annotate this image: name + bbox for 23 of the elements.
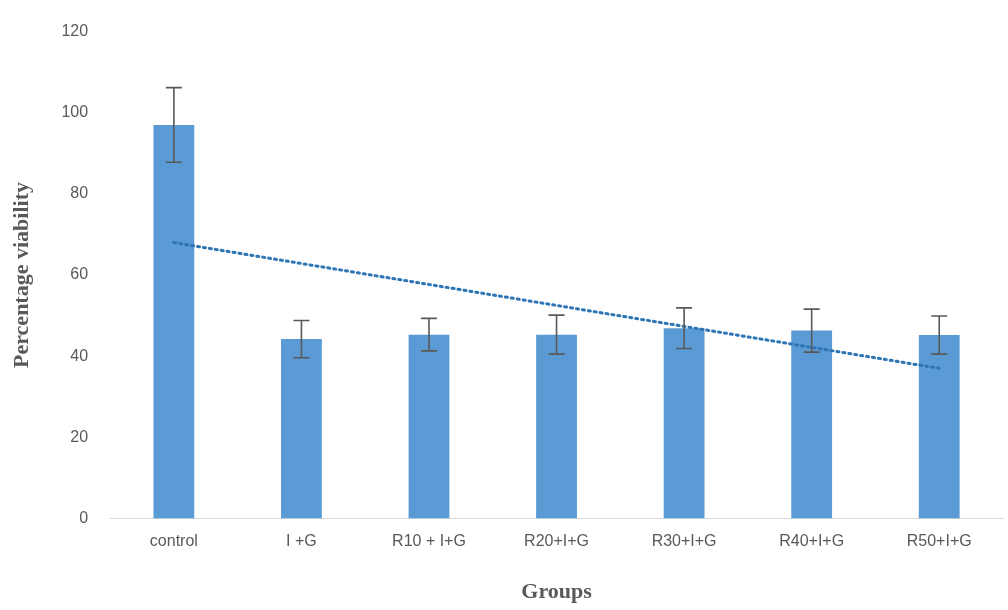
- y-tick-label: 0: [79, 508, 89, 526]
- y-tick-label: 20: [70, 427, 89, 445]
- x-tick-label: R50+I+G: [906, 532, 972, 550]
- bar: [663, 328, 705, 519]
- x-tick-label: R20+I+G: [524, 532, 590, 550]
- y-tick-label: 60: [70, 265, 89, 283]
- x-tick-label: I +G: [286, 532, 317, 550]
- bar: [918, 335, 960, 519]
- y-axis-title: Percentage viability: [7, 182, 33, 368]
- y-tick-label: 80: [70, 184, 89, 202]
- x-tick-label: R40+I+G: [779, 532, 845, 550]
- bar: [791, 330, 833, 519]
- bar: [408, 334, 450, 519]
- x-axis-title: Groups: [521, 578, 593, 604]
- y-tick-label: 120: [61, 22, 89, 40]
- bar: [281, 339, 322, 519]
- bar: [536, 334, 577, 519]
- y-tick-label: 40: [70, 346, 89, 364]
- x-tick-label: control: [149, 532, 198, 550]
- x-tick-label: R30+I+G: [651, 532, 717, 550]
- x-tick-label: R10 + I+G: [392, 532, 466, 550]
- bar: [153, 124, 195, 519]
- y-tick-label: 100: [61, 103, 89, 121]
